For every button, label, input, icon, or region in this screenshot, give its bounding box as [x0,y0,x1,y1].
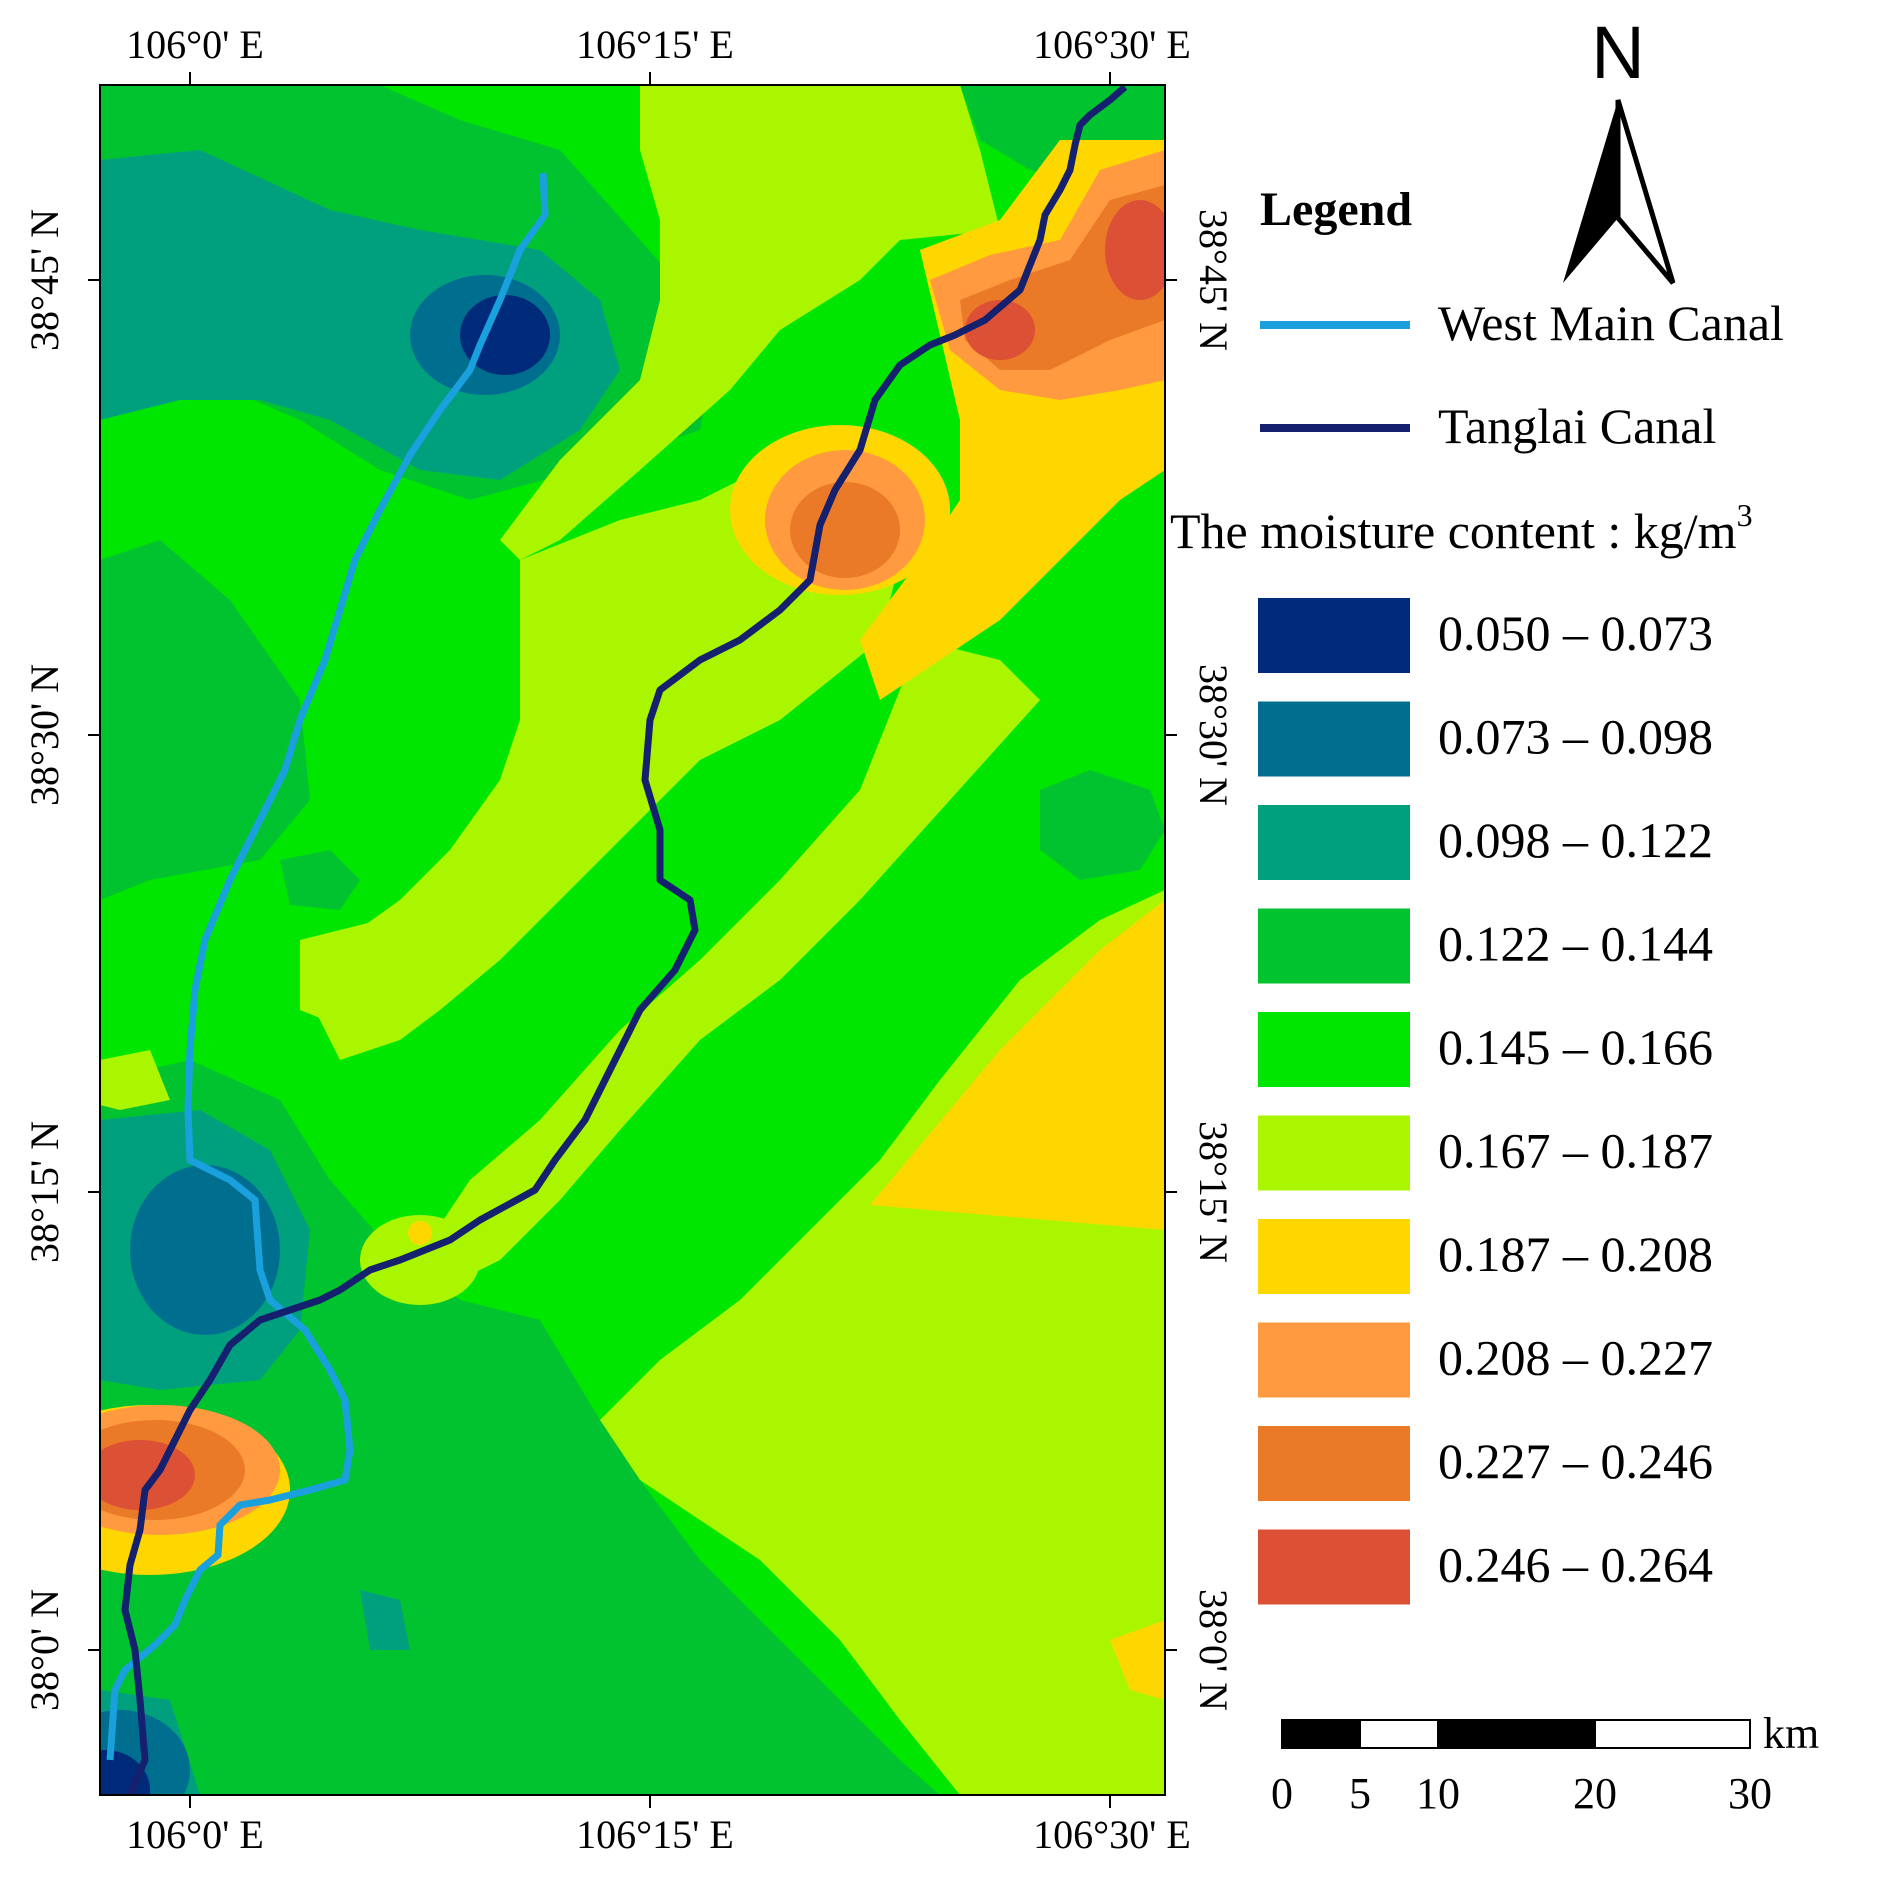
scale-bar-unit: km [1763,1709,1819,1758]
legend-class-label-3: 0.098 – 0.122 [1438,812,1713,868]
legend-title: Legend [1260,183,1412,236]
top-axis-label-1: 106°0' E [126,22,264,67]
legend-class-swatch-10 [1258,1530,1410,1605]
legend-class-swatch-5 [1258,1012,1410,1087]
right-axis-label-3: 38°15' N [1191,1121,1236,1263]
legend-class-swatch-1 [1258,598,1410,673]
bottom-axis-label-3: 106°30' E [1033,1812,1191,1857]
north-arrow-right-half [1618,100,1673,283]
scale-bar-segment-20-30 [1595,1720,1750,1748]
legend-class-label-1: 0.050 – 0.073 [1438,605,1713,661]
left-axis-label-3: 38°15' N [22,1121,67,1263]
scale-bar-segment-10-20 [1438,1720,1595,1748]
map-zone-darkorange-central [790,482,900,578]
scale-bar-tick-30: 30 [1728,1769,1772,1818]
legend-class-swatch-8 [1258,1323,1410,1398]
right-axis-label-4: 38°0' N [1191,1589,1236,1711]
bottom-axis-label-2: 106°15' E [576,1812,734,1857]
moisture-title-superscript: 3 [1737,497,1753,533]
legend-label-tanglai-canal: Tanglai Canal [1438,398,1716,454]
scale-bar-tick-5: 5 [1349,1769,1371,1818]
legend-label-west-main-canal: West Main Canal [1438,295,1784,351]
top-axis-label-2: 106°15' E [576,22,734,67]
legend-class-label-7: 0.187 – 0.208 [1438,1226,1713,1282]
moisture-map [10,85,1175,1830]
bottom-axis-label-1: 106°0' E [126,1812,264,1857]
moisture-title: The moisture content : kg/m3 [1170,497,1753,559]
north-arrow-left-half [1563,100,1618,283]
left-axis-label-4: 38°0' N [22,1589,67,1711]
scale-bar-tick-0: 0 [1271,1769,1293,1818]
moisture-title-text: The moisture content : kg/m [1170,503,1737,559]
left-axis-label-1: 38°45' N [22,209,67,351]
top-axis-label-3: 106°30' E [1033,22,1191,67]
legend-class-label-10: 0.246 – 0.264 [1438,1537,1713,1593]
legend-class-label-4: 0.122 – 0.144 [1438,916,1713,972]
legend-class-swatch-7 [1258,1219,1410,1294]
scale-bar: km 0 5 10 20 30 [1271,1709,1819,1818]
legend-class-swatch-2 [1258,702,1410,777]
legend-class-label-8: 0.208 – 0.227 [1438,1330,1713,1386]
map-zone-yellow-speck [408,1221,432,1245]
map-zone-red-sw [85,1440,195,1510]
legend-class-swatch-6 [1258,1116,1410,1191]
legend-class-swatch-3 [1258,805,1410,880]
legend-class-label-9: 0.227 – 0.246 [1438,1433,1713,1489]
right-axis-label-1: 38°45' N [1191,209,1236,351]
north-arrow-label: N [1591,11,1644,94]
legend-class-swatch-9 [1258,1426,1410,1501]
left-axis-label-2: 38°30' N [22,664,67,806]
legend-class-label-6: 0.167 – 0.187 [1438,1123,1713,1179]
scale-bar-segment-0-5 [1282,1720,1360,1748]
north-arrow: N [1563,11,1673,283]
moisture-class-legend: 0.050 – 0.073 0.073 – 0.098 0.098 – 0.122 0… [1258,598,1713,1605]
right-axis-label-2: 38°30' N [1191,664,1236,806]
legend-class-label-2: 0.073 – 0.098 [1438,709,1713,765]
legend-class-label-5: 0.145 – 0.166 [1438,1019,1713,1075]
scale-bar-segment-5-10 [1360,1720,1438,1748]
legend-class-swatch-4 [1258,909,1410,984]
scale-bar-tick-20: 20 [1573,1769,1617,1818]
scale-bar-tick-10: 10 [1416,1769,1460,1818]
